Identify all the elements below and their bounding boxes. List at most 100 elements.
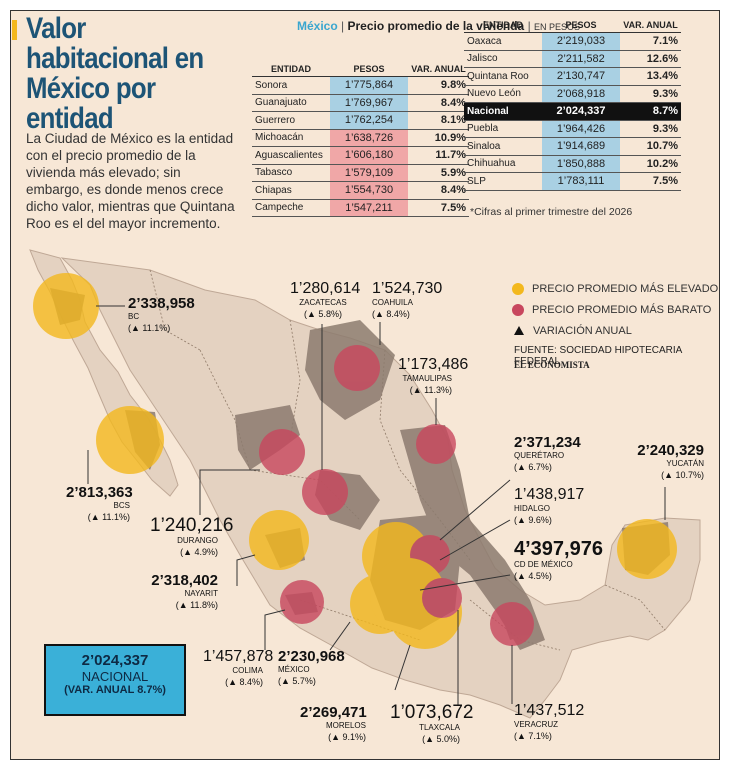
brand-logo: EL ECONOMISTA — [514, 360, 590, 370]
table-row: Quintana Roo 2’130,747 13.4% — [464, 67, 681, 86]
label-colima: 1’457,878 COLIMA (▲ 8.4%) — [203, 648, 274, 687]
cell-var: 10.2% — [620, 155, 681, 173]
cell-pesos: 2’130,747 — [542, 67, 620, 86]
cell-pesos: 1’783,111 — [542, 172, 620, 191]
label-durango: 1’240,216 DURANGO (▲ 4.9%) — [150, 515, 234, 557]
cell-pesos: 1’762,254 — [330, 111, 408, 130]
cell-entity: Oaxaca — [464, 32, 542, 51]
table-note: *Cifras al primer trimestre del 2026 — [470, 206, 633, 218]
cell-pesos: 1’554,730 — [330, 181, 408, 200]
yellow-dot-icon — [512, 282, 524, 295]
cell-entity: Quintana Roo — [464, 67, 542, 86]
cell-var: 12.6% — [620, 50, 681, 68]
legend-var: VARIACIÓN ANUAL — [512, 320, 718, 341]
table-row: Chiapas 1’554,730 8.4% — [252, 181, 469, 200]
national-box: 2’024,337 NACIONAL (VAR. ANUAL 8.7%) — [44, 644, 186, 716]
leader-lines — [87, 305, 666, 705]
legend-low: PRECIO PROMEDIO MÁS BARATO — [512, 299, 718, 320]
table-row: Chihuahua 1’850,888 10.2% — [464, 155, 681, 173]
table-row: Campeche 1’547,211 7.5% — [252, 199, 469, 217]
cell-var: 10.9% — [408, 129, 469, 147]
cell-entity: Nuevo León — [464, 85, 542, 103]
label-tamaulipas: 1’173,486 TAMAULIPAS (▲ 11.3%) — [398, 356, 469, 395]
cell-pesos: 1’606,180 — [330, 146, 408, 165]
col-pesos: PESOS — [542, 20, 620, 33]
table-row: Aguascalientes 1’606,180 11.7% — [252, 146, 469, 165]
cell-entity: Sinaloa — [464, 137, 542, 156]
mainland — [60, 257, 701, 719]
red-dot-icon — [512, 303, 524, 316]
cell-var: 8.7% — [620, 102, 681, 121]
legend-high: PRECIO PROMEDIO MÁS ELEVADO — [512, 278, 718, 299]
cell-pesos: 1’638,726 — [330, 129, 408, 147]
table-row: SLP 1’783,111 7.5% — [464, 172, 681, 191]
table-row: Guanajuato 1’769,967 8.4% — [252, 94, 469, 112]
table-row: Guerrero 1’762,254 8.1% — [252, 111, 469, 130]
bubble-bc — [33, 273, 99, 339]
cell-var: 9.8% — [408, 76, 469, 95]
cell-var: 7.1% — [620, 32, 681, 51]
triangle-up-icon — [514, 326, 524, 335]
cell-pesos: 2’024,337 — [542, 102, 620, 121]
cell-pesos: 2’211,582 — [542, 50, 620, 68]
bubble-durango — [259, 429, 305, 475]
country-label: México — [297, 19, 338, 33]
table-row: Nuevo León 2’068,918 9.3% — [464, 85, 681, 103]
label-queretaro: 2’371,234 QUERÉTARO (▲ 6.7%) — [514, 434, 581, 472]
bubble-coahuila — [334, 345, 380, 391]
cell-entity: Puebla — [464, 120, 542, 138]
bubble-veracruz — [490, 602, 534, 646]
bubble-bcs — [96, 406, 164, 474]
table-row: Michoacán 1’638,726 10.9% — [252, 129, 469, 147]
cell-pesos: 2’068,918 — [542, 85, 620, 103]
source-text: FUENTE: SOCIEDAD HIPOTECARIA FEDERAL — [514, 345, 682, 367]
cell-entity: Jalisco — [464, 50, 542, 68]
cell-entity: Sonora — [252, 76, 330, 95]
national-label: NACIONAL — [81, 669, 149, 684]
cell-entity: Nacional — [464, 102, 542, 121]
cell-entity: Guanajuato — [252, 94, 330, 112]
cell-var: 9.3% — [620, 85, 681, 103]
cell-pesos: 1’964,426 — [542, 120, 620, 138]
intro-paragraph: La Ciudad de México es la entidad con el… — [26, 131, 235, 231]
label-nayarit: 2’318,402 NAYARIT (▲ 11.8%) — [151, 572, 218, 610]
price-table-right: ENTIDAD PESOS VAR. ANUAL Oaxaca 2’219,033… — [464, 20, 681, 191]
col-var: VAR. ANUAL — [620, 20, 681, 33]
table-row: Puebla 1’964,426 9.3% — [464, 120, 681, 138]
cell-var: 7.5% — [620, 172, 681, 191]
label-coahuila: 1’524,730 COAHUILA (▲ 8.4%) — [372, 280, 443, 319]
bubble-zacatecas — [302, 469, 348, 515]
bubbles — [33, 273, 677, 649]
cell-entity: Chiapas — [252, 181, 330, 200]
page-title: Valor habitacional en México por entidad — [26, 12, 204, 135]
price-table-left: ENTIDAD PESOS VAR. ANUAL Sonora 1’775,864… — [252, 64, 469, 217]
col-entity: ENTIDAD — [464, 20, 542, 33]
cell-var: 9.3% — [620, 120, 681, 138]
label-morelos: 2’269,471 MORELOS (▲ 9.1%) — [300, 704, 367, 742]
cell-entity: Guerrero — [252, 111, 330, 130]
cell-var: 7.5% — [408, 199, 469, 217]
cell-var: 5.9% — [408, 164, 469, 182]
national-var: (VAR. ANUAL 8.7%) — [64, 684, 166, 696]
cell-var: 10.7% — [620, 137, 681, 156]
cell-pesos: 1’769,967 — [330, 94, 408, 112]
label-bc: 2’338,958 BC (▲ 11.1%) — [128, 295, 195, 333]
cell-var: 8.1% — [408, 111, 469, 130]
cell-pesos: 1’547,211 — [330, 199, 408, 217]
label-zacatecas: 1’280,614 ZACATECAS (▲ 5.8%) — [290, 280, 361, 319]
table-row: Nacional 2’024,337 8.7% — [464, 102, 681, 121]
cell-pesos: 1’914,689 — [542, 137, 620, 156]
table-row: Sonora 1’775,864 9.8% — [252, 76, 469, 95]
table-row: Sinaloa 1’914,689 10.7% — [464, 137, 681, 156]
table-row: Tabasco 1’579,109 5.9% — [252, 164, 469, 182]
cell-entity: Campeche — [252, 199, 330, 217]
national-value: 2’024,337 — [81, 652, 149, 669]
label-veracruz: 1’437,512 VERACRUZ (▲ 7.1%) — [514, 702, 585, 741]
label-cdmx: 4’397,976 CD DE MÉXICO (▲ 4.5%) — [514, 538, 603, 581]
cell-var: 11.7% — [408, 146, 469, 165]
cell-pesos: 1’775,864 — [330, 76, 408, 95]
bubble-nayarit — [249, 510, 309, 570]
cell-var: 8.4% — [408, 94, 469, 112]
title-accent — [12, 20, 17, 40]
